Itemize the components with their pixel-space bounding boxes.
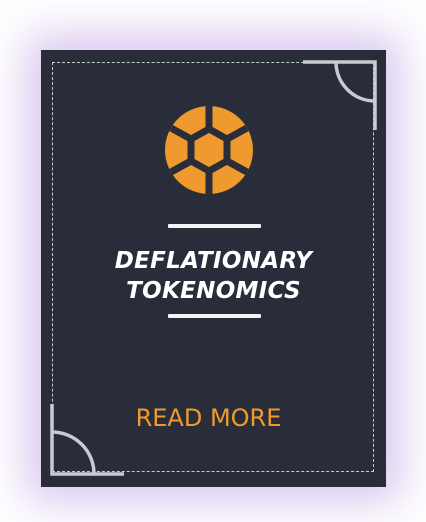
divider-top (168, 224, 261, 228)
dashed-border (52, 62, 374, 472)
feature-card: DEFLATIONARY TOKENOMICS READ MORE (41, 50, 386, 487)
card-title: DEFLATIONARY TOKENOMICS (41, 246, 386, 306)
corner-ornament-bottom-left-icon (50, 404, 124, 476)
divider-bottom (168, 314, 261, 318)
card-title-line-2: TOKENOMICS (126, 278, 301, 304)
read-more-link[interactable]: READ MORE (41, 403, 376, 433)
corner-ornament-top-right-icon (303, 60, 377, 130)
hexagon-ball-icon (165, 106, 253, 194)
card-title-line-1: DEFLATIONARY (114, 248, 313, 274)
